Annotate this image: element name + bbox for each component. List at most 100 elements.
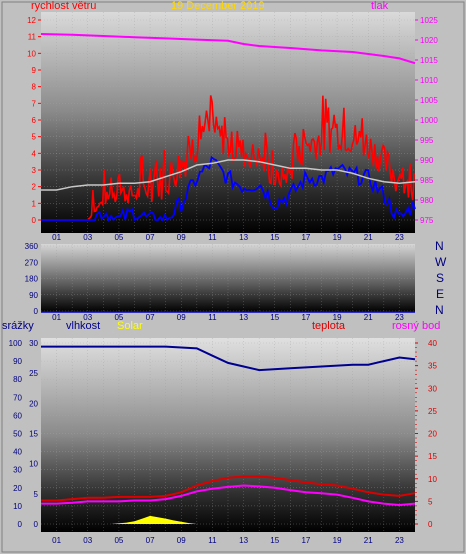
top-x-tick-label: 13 [239,233,248,242]
direction-label-n-bottom: N [435,303,444,317]
bottom-x-tick-label: 11 [208,536,217,545]
bottom-x-tick-label: 09 [177,536,186,545]
bottom-x-tick-label: 19 [333,536,342,545]
direction-label-s: S [436,271,445,285]
rain-tick-label: 10 [13,502,22,511]
humidity-axis-tick-label: 10 [29,460,38,469]
direction-tick-label: 0 [34,307,39,316]
middle-x-tick-label: 01 [52,313,61,322]
dewpoint-series-line [41,484,416,507]
wind-speed-tick-label: 9 [32,66,37,75]
solar-series-area [111,515,197,524]
middle-x-tick-label: 13 [239,313,248,322]
bottom-x-tick-label: 17 [301,536,310,545]
wind-speed-tick-label: 5 [32,133,37,142]
pressure-tick-label: 1010 [420,76,438,85]
wind-speed-tick-label: 7 [32,99,37,108]
top-x-tick-label: 19 [333,233,342,242]
temperature-tick-label: 15 [428,452,437,461]
pressure-tick-label: 990 [420,156,434,165]
middle-x-tick-label: 23 [395,313,404,322]
wind-speed-tick-label: 0 [32,216,37,225]
rain-tick-label: 60 [13,411,22,420]
rain-tick-label: 40 [13,448,22,457]
wind-speed-tick-label: 2 [32,183,37,192]
humidity-axis-tick-label: 15 [29,430,38,439]
top-x-tick-label: 03 [83,233,92,242]
pressure-series-line [40,33,416,65]
humidity-series-line [41,345,416,372]
top-x-tick-label: 09 [177,233,186,242]
pressure-tick-label: 1000 [420,116,438,125]
pressure-tick-label: 975 [420,216,434,225]
wind-speed-tick-label: 10 [27,49,36,58]
top-x-tick-label: 01 [52,233,61,242]
bottom-x-tick-label: 23 [395,536,404,545]
wind-speed-tick-label: 4 [32,149,37,158]
pressure-axis-title: tlak [371,0,389,12]
bottom-x-tick-label: 07 [146,536,155,545]
top-x-tick-label: 07 [146,233,155,242]
humidity-axis-tick-label: 5 [34,490,39,499]
bottom-x-tick-label: 03 [83,536,92,545]
temperature-tick-label: 35 [428,362,437,371]
rain-tick-label: 80 [13,375,22,384]
top-x-tick-label: 15 [270,233,279,242]
chart-date-title: 19 December 2019 [171,0,265,12]
top-x-tick-label: 23 [395,233,404,242]
bottom-x-tick-label: 13 [239,536,248,545]
middle-x-tick-label: 15 [270,313,279,322]
humidity-axis-tick-label: 20 [29,399,38,408]
rain-tick-label: 50 [13,430,22,439]
temperature-tick-label: 0 [428,520,433,529]
pressure-tick-label: 1020 [420,36,438,45]
rain-tick-label: 90 [13,357,22,366]
temperature-legend-label: teplota [312,320,346,332]
wind-low-series-line [41,155,416,223]
top-x-tick-label: 11 [208,233,217,242]
direction-tick-label: 90 [29,291,38,300]
middle-x-tick-label: 17 [301,313,310,322]
temperature-tick-label: 25 [428,407,437,416]
wind-speed-axis-title: rychlost větru [31,0,97,12]
bottom-x-tick-label: 21 [364,536,373,545]
dewpoint-legend-label: rosný bod [392,320,441,332]
rain-tick-label: 70 [13,393,22,402]
top-x-tick-label: 21 [364,233,373,242]
direction-tick-label: 360 [25,242,39,251]
pressure-tick-label: 1025 [420,16,438,25]
solar-legend-label: Solar [117,320,143,332]
temperature-tick-label: 10 [428,475,437,484]
middle-x-tick-label: 05 [114,313,123,322]
rain-tick-label: 30 [13,466,22,475]
pressure-tick-label: 985 [420,176,434,185]
humidity-axis-tick-label: 30 [29,339,38,348]
bottom-x-tick-label: 15 [270,536,279,545]
top-x-tick-label: 05 [114,233,123,242]
middle-x-tick-label: 19 [333,313,342,322]
bottom-x-tick-label: 01 [52,536,61,545]
pressure-tick-label: 1015 [420,56,438,65]
middle-x-tick-label: 21 [364,313,373,322]
wind-speed-tick-label: 12 [27,16,36,25]
rain-tick-label: 0 [18,520,23,529]
middle-x-tick-label: 03 [83,313,92,322]
humidity-axis-tick-label: 0 [34,520,39,529]
direction-label-e: E [436,287,445,301]
wind-speed-tick-label: 6 [32,116,37,125]
wind-average-series-line [41,159,416,191]
direction-tick-label: 270 [25,258,39,267]
wind-speed-tick-label: 3 [32,166,37,175]
wind-speed-tick-label: 1 [32,199,37,208]
pressure-tick-label: 1005 [420,96,438,105]
wind-speed-tick-label: 8 [32,83,37,92]
humidity-legend-label: vlhkost [66,320,101,332]
top-x-tick-label: 17 [301,233,310,242]
middle-x-tick-label: 07 [146,313,155,322]
direction-tick-label: 180 [25,275,39,284]
temperature-tick-label: 30 [428,384,437,393]
pressure-tick-label: 995 [420,136,434,145]
rain-tick-label: 20 [13,484,22,493]
pressure-tick-label: 980 [420,196,434,205]
